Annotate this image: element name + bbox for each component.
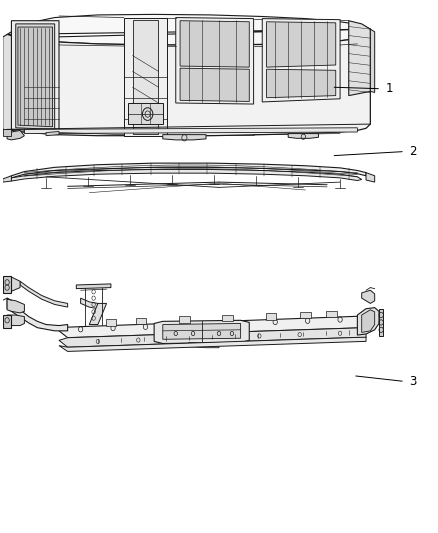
Polygon shape (106, 319, 116, 326)
Polygon shape (7, 131, 25, 140)
Polygon shape (3, 130, 11, 136)
Polygon shape (20, 281, 67, 307)
Polygon shape (11, 169, 362, 181)
Text: 2: 2 (409, 145, 417, 158)
Polygon shape (223, 315, 233, 321)
Polygon shape (154, 320, 249, 343)
Polygon shape (46, 132, 59, 136)
Polygon shape (76, 284, 111, 289)
Polygon shape (163, 324, 240, 340)
Polygon shape (18, 27, 53, 127)
Polygon shape (59, 337, 366, 351)
Polygon shape (128, 103, 163, 124)
Polygon shape (326, 311, 337, 317)
Polygon shape (7, 277, 20, 292)
Polygon shape (300, 312, 311, 318)
Polygon shape (366, 173, 374, 182)
Polygon shape (349, 21, 371, 95)
Polygon shape (136, 318, 146, 325)
Polygon shape (189, 342, 219, 348)
Polygon shape (3, 35, 25, 132)
Polygon shape (3, 35, 7, 130)
Polygon shape (7, 298, 67, 331)
Polygon shape (357, 308, 379, 335)
Polygon shape (262, 19, 340, 102)
Polygon shape (133, 20, 159, 134)
Polygon shape (25, 128, 357, 134)
Text: 1: 1 (385, 82, 393, 95)
Polygon shape (362, 310, 374, 333)
Polygon shape (266, 313, 276, 319)
Polygon shape (288, 134, 318, 139)
Text: 3: 3 (409, 375, 417, 388)
Polygon shape (362, 290, 374, 303)
Polygon shape (7, 29, 371, 136)
Polygon shape (267, 69, 336, 98)
Polygon shape (81, 298, 98, 309)
Polygon shape (59, 315, 366, 338)
Polygon shape (176, 18, 254, 104)
Polygon shape (3, 176, 11, 182)
Polygon shape (179, 317, 190, 323)
Polygon shape (180, 21, 249, 67)
Polygon shape (379, 309, 383, 336)
Polygon shape (124, 18, 167, 136)
Polygon shape (7, 315, 25, 326)
Polygon shape (163, 135, 206, 140)
Polygon shape (89, 303, 106, 325)
Polygon shape (16, 24, 55, 130)
Polygon shape (371, 29, 374, 92)
Polygon shape (180, 68, 249, 101)
Polygon shape (3, 276, 11, 293)
Polygon shape (267, 22, 336, 67)
Polygon shape (7, 14, 371, 45)
Polygon shape (7, 299, 25, 313)
Polygon shape (11, 163, 366, 178)
Polygon shape (11, 21, 59, 132)
Polygon shape (3, 315, 11, 328)
Polygon shape (59, 322, 366, 347)
